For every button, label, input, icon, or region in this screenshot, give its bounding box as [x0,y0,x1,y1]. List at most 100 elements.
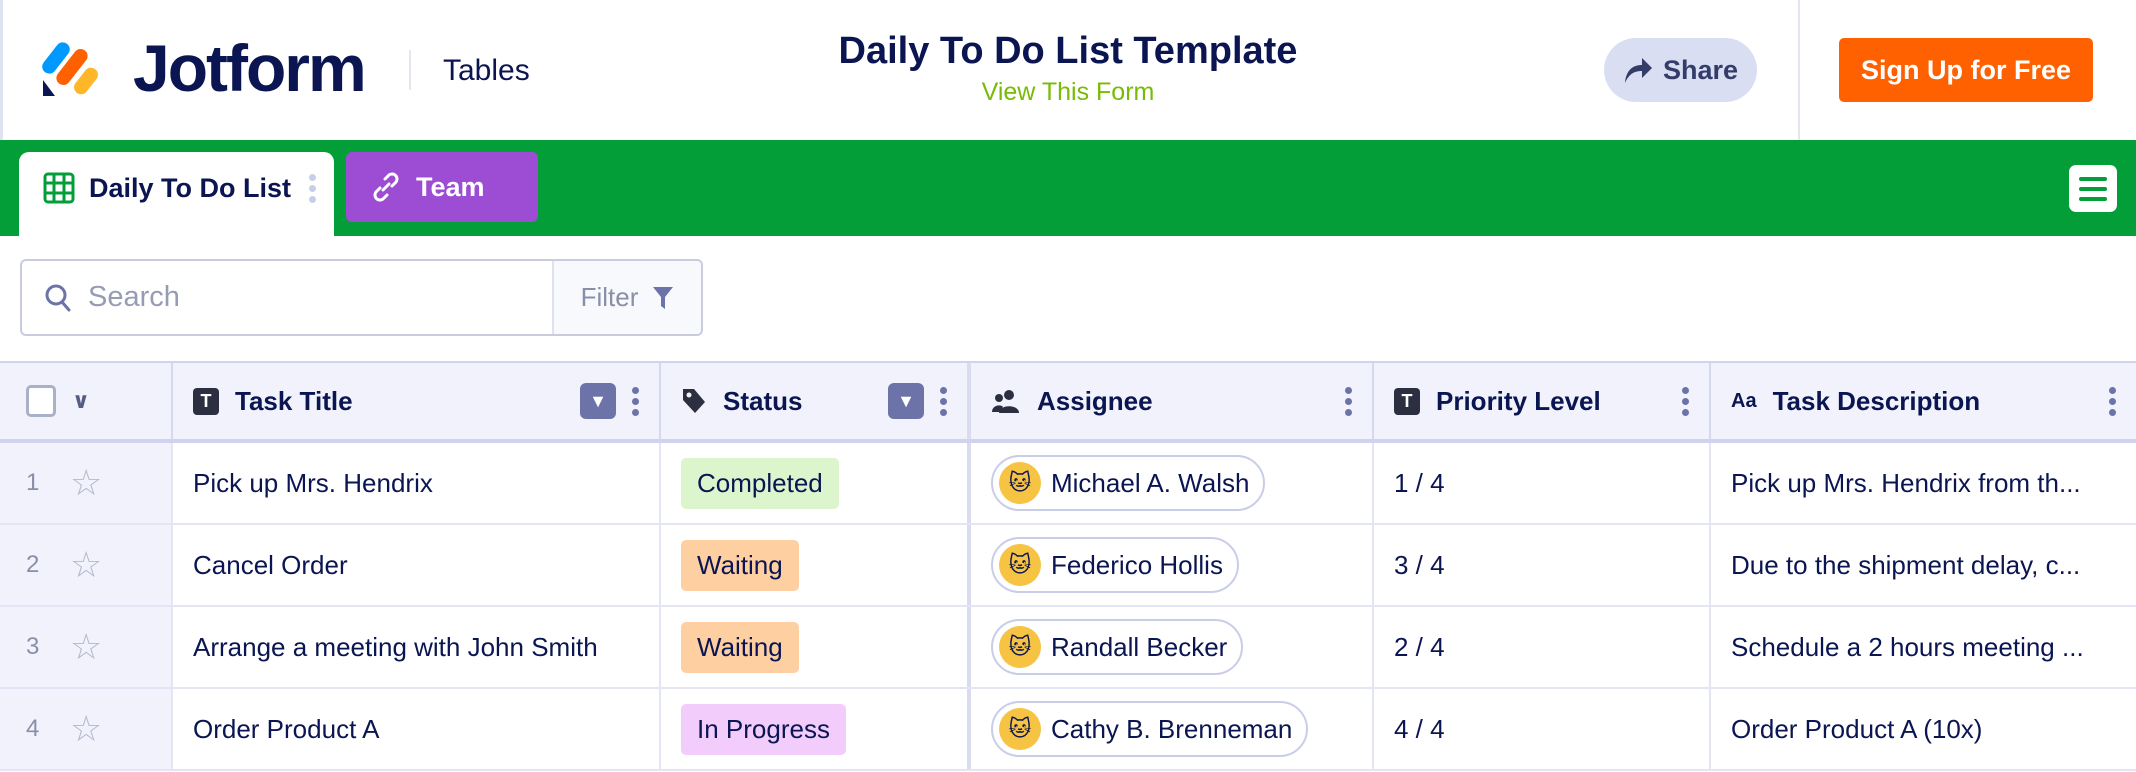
assignee-cell[interactable]: 🐱 Michael A. Walsh [971,443,1374,523]
task-description: Order Product A (10x) [1731,713,1983,744]
avatar: 🐱 [999,708,1041,750]
search-bar: Search Filter [20,259,703,336]
status-cell[interactable]: Waiting [661,607,971,687]
tab-menu-icon[interactable] [309,173,316,203]
assignee-chip: 🐱 Michael A. Walsh [991,455,1266,511]
brand-name: Jotform [133,31,367,105]
data-table: ∨ T Task Title ▼ Status ▼ Assignee T Pri… [0,361,2136,771]
signup-button[interactable]: Sign Up for Free [1839,38,2093,102]
top-header [0,0,2136,140]
users-icon [992,390,1019,413]
search-input[interactable]: Search [22,261,552,334]
column-header-assignee[interactable]: Assignee [971,363,1374,439]
column-menu-icon[interactable] [940,386,947,416]
status-badge: In Progress [681,703,846,755]
pin-icon[interactable]: ▼ [888,383,924,419]
view-form-link[interactable]: View This Form [981,78,1155,106]
avatar: 🐱 [999,544,1041,586]
filter-button[interactable]: Filter [552,261,701,334]
task-description: Pick up Mrs. Hendrix from th... [1731,467,2081,498]
grid-icon [43,172,75,204]
task-title: Order Product A [193,713,380,744]
select-all-cell: ∨ [0,363,173,439]
assignee-cell[interactable]: 🐱 Randall Becker [971,607,1374,687]
star-icon[interactable]: ☆ [70,626,103,667]
table-row[interactable]: 2 ☆ Cancel Order Waiting 🐱 Federico Holli… [0,525,2136,607]
star-icon[interactable]: ☆ [70,462,103,503]
share-arrow-icon [1624,58,1652,83]
priority-value: 1 / 4 [1394,467,1445,498]
long-text-icon: Aa [1731,389,1757,412]
row-index-cell: 2 ☆ [0,525,173,605]
priority-value: 4 / 4 [1394,713,1445,744]
text-type-icon: T [1394,387,1420,415]
star-icon[interactable]: ☆ [70,708,103,749]
column-header-status[interactable]: Status ▼ [661,363,971,439]
row-index-cell: 1 ☆ [0,443,173,523]
column-menu-icon[interactable] [1345,386,1352,416]
task-title-cell[interactable]: Pick up Mrs. Hendrix [173,443,661,523]
task-title-cell[interactable]: Arrange a meeting with John Smith [173,607,661,687]
task-description: Schedule a 2 hours meeting ... [1731,631,2084,662]
status-cell[interactable]: Completed [661,443,971,523]
avatar: 🐱 [999,462,1041,504]
assignee-name: Federico Hollis [1051,549,1223,580]
status-badge: Completed [681,457,839,509]
assignee-chip: 🐱 Randall Becker [991,619,1244,675]
assignee-chip: 🐱 Cathy B. Brenneman [991,701,1309,757]
pin-icon[interactable]: ▼ [580,383,616,419]
tab-team[interactable]: Team [346,152,538,222]
table-row[interactable]: 3 ☆ Arrange a meeting with John Smith Wa… [0,607,2136,689]
assignee-cell[interactable]: 🐱 Cathy B. Brenneman [971,689,1374,769]
assignee-name: Michael A. Walsh [1051,467,1250,498]
assignee-name: Cathy B. Brenneman [1051,713,1293,744]
priority-cell[interactable]: 1 / 4 [1374,443,1711,523]
status-badge: Waiting [681,621,799,673]
product-label: Tables [443,54,530,87]
description-cell[interactable]: Schedule a 2 hours meeting ... [1711,607,2136,687]
description-cell[interactable]: Order Product A (10x) [1711,689,2136,769]
task-title-cell[interactable]: Cancel Order [173,525,661,605]
filter-label: Filter [580,282,639,312]
divider [409,50,411,90]
tab-label: Daily To Do List [89,172,292,203]
column-header-task-title[interactable]: T Task Title ▼ [173,363,661,439]
column-menu-icon[interactable] [632,386,639,416]
select-all-checkbox[interactable] [26,385,56,417]
row-index-cell: 3 ☆ [0,607,173,687]
description-cell[interactable]: Pick up Mrs. Hendrix from th... [1711,443,2136,523]
priority-cell[interactable]: 2 / 4 [1374,607,1711,687]
assignee-cell[interactable]: 🐱 Federico Hollis [971,525,1374,605]
priority-cell[interactable]: 3 / 4 [1374,525,1711,605]
divider [1798,0,1800,140]
jotform-logo[interactable]: Jotform [41,30,367,106]
column-menu-icon[interactable] [2109,386,2116,416]
column-header-task-description[interactable]: Aa Task Description [1711,363,2136,439]
column-label: Status [723,385,803,416]
star-icon[interactable]: ☆ [70,544,103,585]
priority-cell[interactable]: 4 / 4 [1374,689,1711,769]
menu-icon[interactable] [2069,165,2117,212]
row-number: 3 [26,633,40,660]
page-title: Daily To Do List Template [838,30,1298,72]
table-row[interactable]: 4 ☆ Order Product A In Progress 🐱 Cathy B… [0,689,2136,771]
tab-daily-to-do-list[interactable]: Daily To Do List [19,152,334,236]
table-header: ∨ T Task Title ▼ Status ▼ Assignee T Pri… [0,361,2136,443]
share-button[interactable]: Share [1604,38,1757,102]
status-cell[interactable]: In Progress [661,689,971,769]
task-description: Due to the shipment delay, c... [1731,549,2081,580]
task-title-cell[interactable]: Order Product A [173,689,661,769]
column-menu-icon[interactable] [1682,386,1689,416]
link-icon [373,172,399,202]
task-title: Pick up Mrs. Hendrix [193,467,433,498]
row-number: 1 [26,469,40,496]
table-row[interactable]: 1 ☆ Pick up Mrs. Hendrix Completed 🐱 Mich… [0,443,2136,525]
column-label: Assignee [1037,385,1153,416]
column-label: Priority Level [1436,385,1601,416]
status-cell[interactable]: Waiting [661,525,971,605]
description-cell[interactable]: Due to the shipment delay, c... [1711,525,2136,605]
jotform-logo-icon [42,42,98,96]
column-header-priority-level[interactable]: T Priority Level [1374,363,1711,439]
search-icon [45,284,71,311]
chevron-down-icon[interactable]: ∨ [72,388,90,413]
